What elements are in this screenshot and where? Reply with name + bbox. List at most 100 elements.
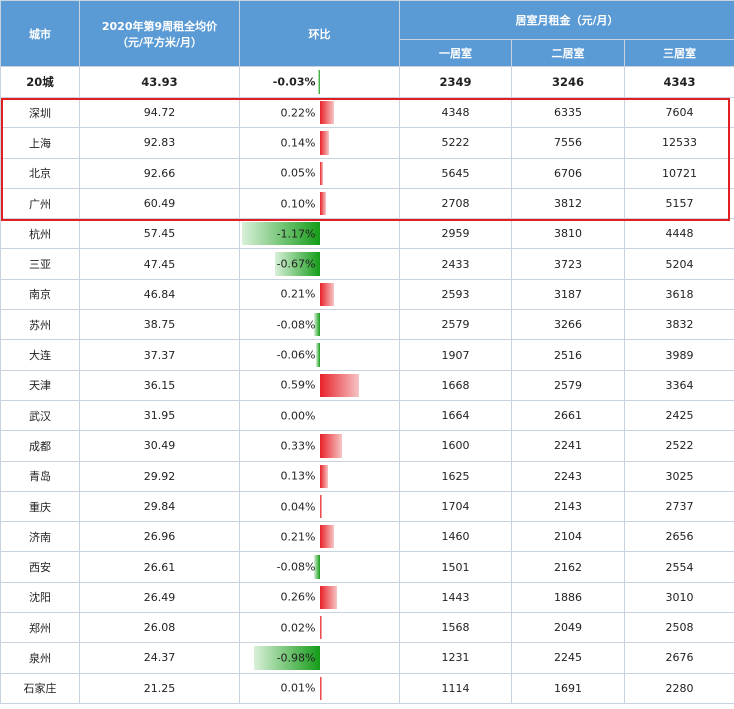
change-bar (319, 434, 342, 458)
city-cell: 广州 (0, 187, 80, 220)
header-avg-price: 2020年第9周租全均价 （元/平方米/月） (79, 0, 240, 67)
two-room-cell: 2143 (511, 490, 625, 523)
table-row: 天津 36.15 0.59% 1668 2579 3364 (0, 369, 734, 401)
change-bar (254, 646, 320, 670)
change-bar (319, 525, 334, 549)
change-bar (319, 131, 329, 155)
change-bar (319, 282, 334, 307)
change-cell: 0.21% (239, 521, 400, 553)
avg-price-cell: 26.49 (79, 581, 240, 614)
avg-price-cell: 21.25 (79, 672, 240, 704)
one-room-cell: 1600 (399, 430, 512, 462)
table-row: 大连 37.37 -0.06% 1907 2516 3989 (0, 339, 734, 371)
two-room-cell: 7556 (511, 127, 625, 159)
avg-price-cell: 31.95 (79, 399, 240, 432)
three-room-cell: 2656 (623, 521, 734, 553)
table-row: 苏州 38.75 -0.08% 2579 3266 3832 (0, 309, 734, 341)
avg-price-cell: 92.83 (79, 127, 240, 159)
change-cell: -1.17% (239, 218, 400, 250)
two-room-cell: 2579 (511, 369, 625, 401)
change-bar (319, 464, 329, 488)
avg-price-cell: 24.37 (79, 642, 240, 674)
city-cell: 郑州 (0, 612, 80, 644)
one-room-cell: 1443 (399, 581, 512, 614)
change-cell: 0.26% (239, 581, 400, 614)
change-cell: -0.08% (239, 551, 400, 583)
city-cell: 大连 (0, 339, 80, 371)
change-bar (314, 555, 320, 579)
header-monthly-rent: 居室月租金（元/月） (398, 0, 734, 40)
table-row: 青岛 29.92 0.13% 1625 2243 3025 (0, 460, 734, 492)
city-cell: 沈阳 (0, 581, 80, 614)
three-room-cell: 2280 (623, 672, 734, 704)
one-room-cell: 2579 (399, 309, 512, 341)
table-row: 郑州 26.08 0.02% 1568 2049 2508 (0, 612, 734, 644)
two-room-cell: 2516 (511, 339, 625, 371)
avg-price-cell: 26.96 (79, 521, 240, 553)
header-change: 环比 (239, 0, 400, 67)
two-room-cell: 2661 (511, 399, 625, 432)
three-room-cell: 2676 (623, 642, 734, 674)
city-cell: 泉州 (0, 642, 80, 674)
two-room-cell: 3266 (511, 309, 625, 341)
change-value: 0.02% (280, 621, 316, 635)
city-cell: 天津 (0, 369, 80, 401)
total-three-room: 4343 (623, 66, 734, 98)
three-room-cell: 7604 (623, 96, 734, 129)
change-value: -0.08% (276, 318, 316, 332)
three-room-cell: 5157 (623, 187, 734, 220)
change-cell: 0.01% (239, 672, 400, 704)
change-cell: -0.98% (239, 642, 400, 674)
change-cell: 0.05% (239, 157, 400, 189)
change-bar (319, 616, 322, 640)
change-cell: 0.04% (239, 490, 400, 523)
change-cell: -0.67% (239, 248, 400, 280)
change-value: 0.04% (280, 500, 316, 513)
change-bar (241, 222, 320, 246)
avg-price-cell: 36.15 (79, 369, 240, 401)
change-value: 0.01% (280, 681, 316, 695)
change-cell: 0.13% (239, 460, 400, 492)
change-cell: 0.59% (239, 369, 400, 401)
one-room-cell: 2708 (399, 187, 512, 220)
change-cell: 0.10% (239, 187, 400, 220)
header-city: 城市 (0, 0, 80, 67)
header-avg-price-line2: （元/平方米/月） (116, 35, 203, 49)
table-row: 上海 92.83 0.14% 5222 7556 12533 (0, 127, 734, 159)
header-three-room: 三居室 (623, 39, 734, 67)
avg-price-cell: 47.45 (79, 248, 240, 280)
three-room-cell: 10721 (623, 157, 734, 189)
avg-price-cell: 38.75 (79, 309, 240, 341)
table-row: 广州 60.49 0.10% 2708 3812 5157 (0, 187, 734, 220)
change-value: -0.06% (276, 348, 316, 362)
one-room-cell: 1501 (399, 551, 512, 583)
table-row: 西安 26.61 -0.08% 1501 2162 2554 (0, 551, 734, 583)
avg-price-cell: 94.72 (79, 96, 240, 129)
two-room-cell: 3187 (511, 278, 625, 311)
change-value: 0.21% (280, 287, 316, 301)
avg-price-cell: 60.49 (79, 187, 240, 220)
table-row: 杭州 57.45 -1.17% 2959 3810 4448 (0, 218, 734, 250)
two-room-cell: 2162 (511, 551, 625, 583)
one-room-cell: 4348 (399, 96, 512, 129)
two-room-cell: 6335 (511, 96, 625, 129)
one-room-cell: 1704 (399, 490, 512, 523)
total-change-cell: -0.03% (239, 66, 400, 98)
change-cell: -0.06% (239, 339, 400, 371)
three-room-cell: 2425 (623, 399, 734, 432)
table-row: 成都 30.49 0.33% 1600 2241 2522 (0, 430, 734, 462)
avg-price-cell: 46.84 (79, 278, 240, 311)
total-city: 20城 (0, 66, 80, 98)
two-room-cell: 2104 (511, 521, 625, 553)
avg-price-cell: 37.37 (79, 339, 240, 371)
header-one-room: 一居室 (399, 39, 512, 67)
city-cell: 成都 (0, 430, 80, 462)
one-room-cell: 1625 (399, 460, 512, 492)
avg-price-cell: 30.49 (79, 430, 240, 462)
city-cell: 青岛 (0, 460, 80, 492)
two-room-cell: 3810 (511, 218, 625, 250)
one-room-cell: 1907 (399, 339, 512, 371)
change-value: 0.13% (280, 469, 316, 483)
change-bar (319, 494, 323, 519)
